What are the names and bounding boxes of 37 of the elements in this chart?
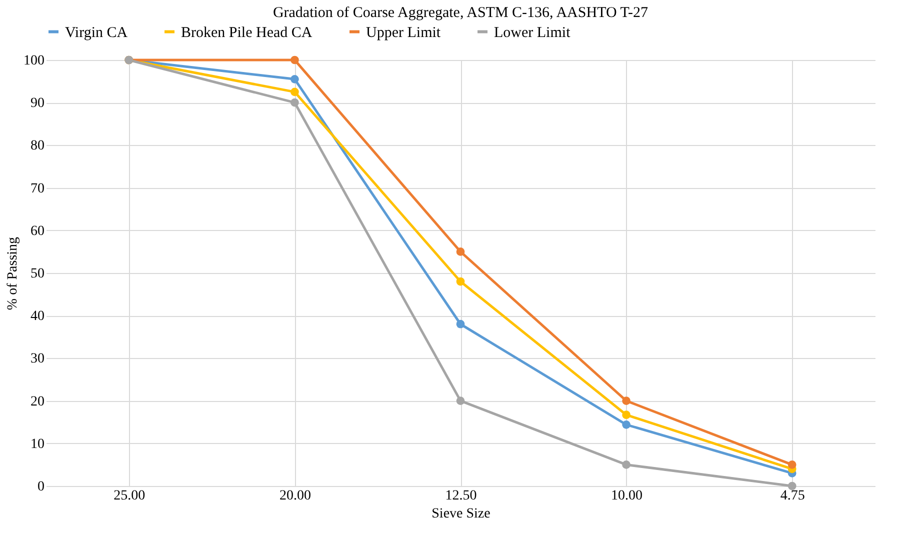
y-tick-label: 0 xyxy=(38,480,44,494)
y-tick-label: 30 xyxy=(30,352,44,367)
legend-label: Upper Limit xyxy=(366,24,442,41)
point xyxy=(622,420,630,429)
x-tick-label: 10.00 xyxy=(611,488,643,504)
chart-title: Gradation of Coarse Aggregate, ASTM C-136, AASHTO T-27 xyxy=(272,5,649,21)
legend-label: Lower Limit xyxy=(494,24,572,41)
point xyxy=(788,482,796,490)
point xyxy=(788,460,796,469)
point xyxy=(290,74,299,84)
legend-label: Virgin CA xyxy=(65,24,128,41)
y-tick-label: 10 xyxy=(30,436,44,452)
y-tick-label: 20 xyxy=(30,394,44,410)
y-tick-label: 90 xyxy=(30,96,44,112)
x-tick-label: 4.75 xyxy=(780,488,805,504)
point xyxy=(456,320,465,328)
y-tick-label: 70 xyxy=(30,181,44,196)
point xyxy=(456,248,465,256)
y-axis-title: % of Passing xyxy=(6,236,20,310)
y-tick-label: 40 xyxy=(30,309,44,324)
y-tick-label: 80 xyxy=(30,138,44,154)
point xyxy=(622,396,630,405)
point xyxy=(622,460,630,469)
x-axis-title: Sieve Size xyxy=(432,506,490,522)
point xyxy=(456,277,465,286)
point xyxy=(456,396,465,405)
y-tick-label: 50 xyxy=(30,266,44,282)
y-tick-label: 100 xyxy=(24,54,44,68)
point xyxy=(290,98,299,107)
point xyxy=(622,410,630,420)
legend-label: Broken Pile Head CA xyxy=(181,24,312,41)
point xyxy=(290,88,299,96)
x-tick-label: 12.50 xyxy=(445,488,477,504)
x-tick-label: 20.00 xyxy=(279,488,311,504)
y-tick-label: 60 xyxy=(30,224,44,239)
x-tick-label: 25.00 xyxy=(114,488,146,504)
point xyxy=(290,56,299,64)
